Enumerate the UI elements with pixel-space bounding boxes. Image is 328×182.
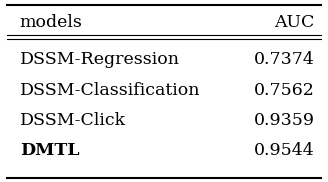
Text: DSSM-Regression: DSSM-Regression xyxy=(20,51,180,68)
Text: 0.9359: 0.9359 xyxy=(254,112,315,129)
Text: 0.7562: 0.7562 xyxy=(254,82,315,99)
Text: 0.7374: 0.7374 xyxy=(254,51,315,68)
Text: models: models xyxy=(20,14,83,31)
Text: 0.9544: 0.9544 xyxy=(254,142,315,159)
Text: AUC: AUC xyxy=(275,14,315,31)
Text: DSSM-Classification: DSSM-Classification xyxy=(20,82,200,99)
Text: DMTL: DMTL xyxy=(20,142,79,159)
Text: DSSM-Click: DSSM-Click xyxy=(20,112,126,129)
